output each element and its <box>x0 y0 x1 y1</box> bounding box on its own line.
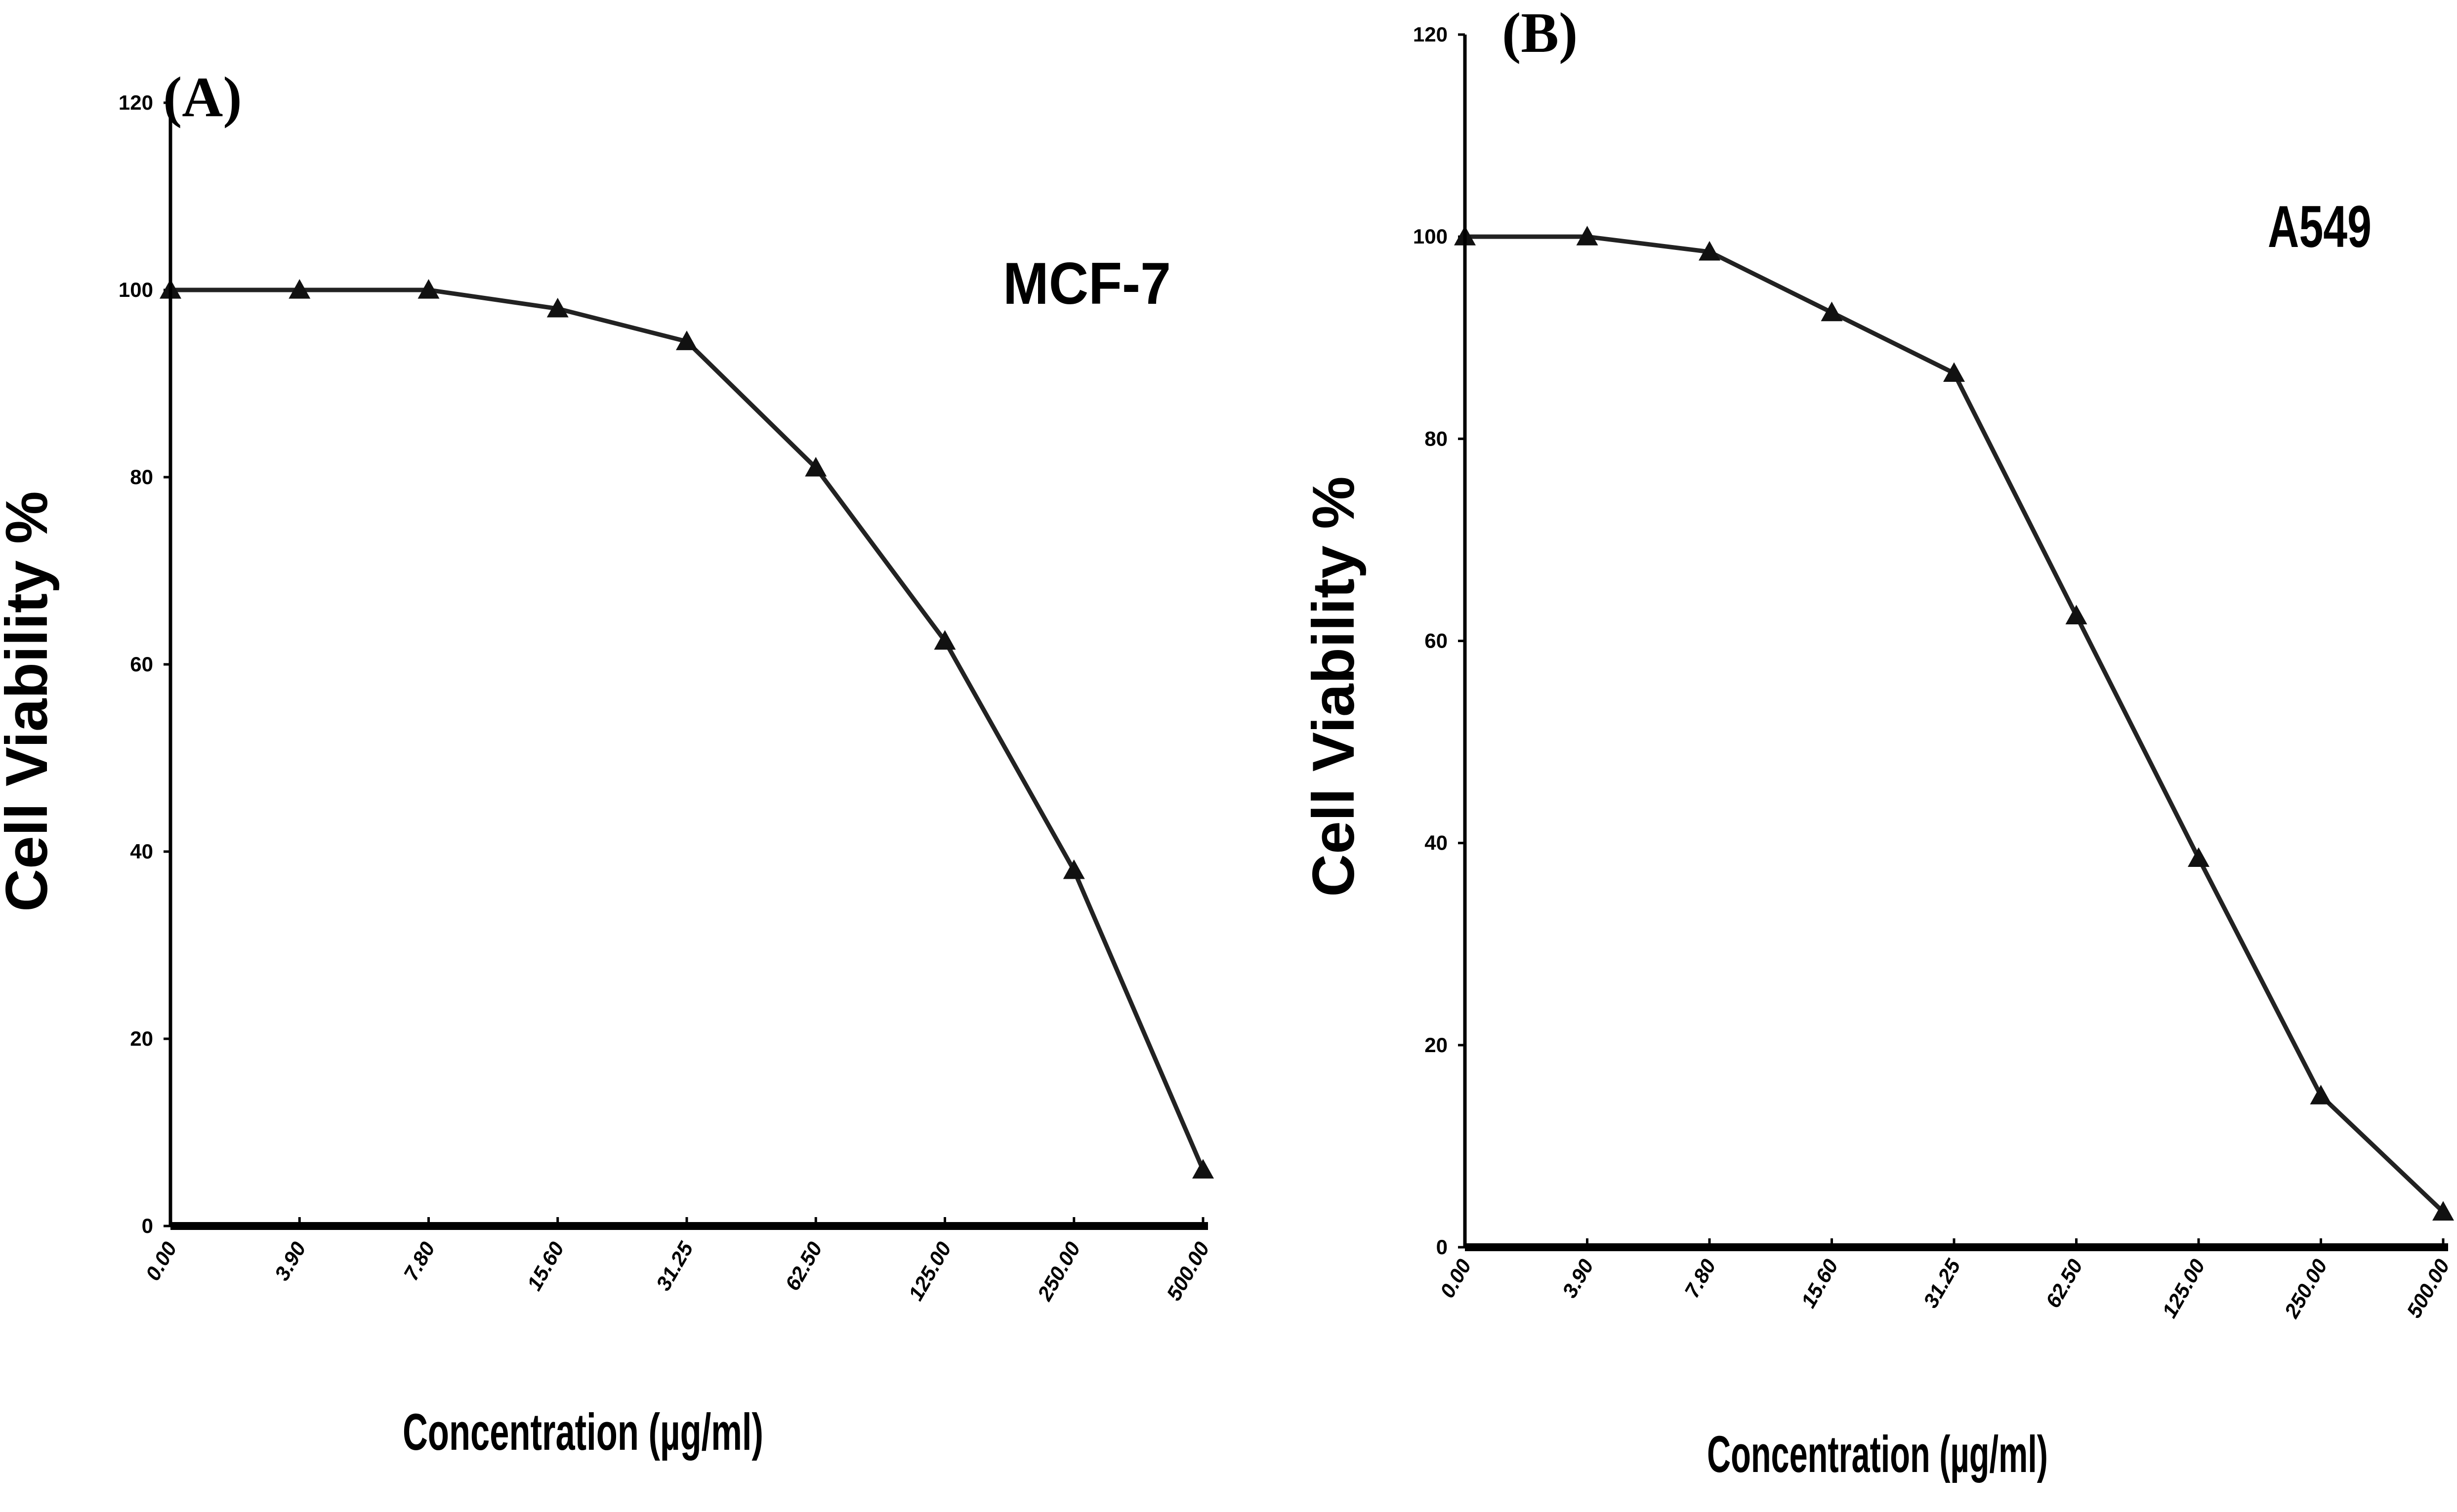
chart-panel-a: (A) MCF-7 Cell Viability % Concentration… <box>0 66 1214 1461</box>
panel-b-y-tick-label: 60 <box>1424 629 1448 653</box>
panel-b-series <box>1454 226 2454 1221</box>
panel-a-y-tick-label: 20 <box>130 1027 153 1050</box>
panel-a-data-point <box>805 457 827 477</box>
panel-b-y-tick-label: 20 <box>1424 1033 1448 1057</box>
panel-a-data-point <box>676 330 698 350</box>
panel-b-data-point <box>1943 362 1965 382</box>
panel-b-data-point <box>2432 1201 2454 1221</box>
panel-b-data-point <box>1699 241 1720 261</box>
panel-b-x-axis-title: Concentration (µg/ml) <box>1707 1426 2048 1483</box>
panel-b-y-tick-label: 40 <box>1424 831 1448 855</box>
panel-a-y-axis-title: Cell Viability % <box>0 491 60 911</box>
panel-b-y-axis-title: Cell Viability % <box>1300 476 1367 897</box>
panel-a-data-point <box>417 279 440 299</box>
panel-b-data-point <box>2188 847 2209 867</box>
panel-a-y-tick-label: 40 <box>130 840 153 863</box>
panel-b-y-tick-label: 0 <box>1436 1235 1448 1259</box>
panel-a-data-point <box>1192 1159 1214 1179</box>
panel-a-y-tick-label: 80 <box>130 465 153 489</box>
panel-a-y-tick-label: 0 <box>142 1214 153 1237</box>
panel-a-data-point <box>289 279 311 299</box>
panel-a-x-axis-title: Concentration (µg/ml) <box>403 1403 763 1461</box>
panel-a-y-tick-label: 100 <box>119 278 153 301</box>
panel-b-data-point <box>1576 226 1598 245</box>
panel-b-annotation: A549 <box>2268 194 2372 260</box>
panel-a-annotation: MCF-7 <box>1003 250 1171 317</box>
panel-b-y-tick-label: 120 <box>1413 23 1448 46</box>
chart-panel-b: (B) A549 Cell Viability % Concentration … <box>1300 1 2454 1483</box>
panel-b-data-point <box>2065 605 2087 624</box>
panel-b-y-tick-label: 80 <box>1424 427 1448 450</box>
panel-b-y-ticks: 0 20 40 60 80 100 120 <box>1413 23 1465 1259</box>
panel-a-data-point <box>1063 859 1085 879</box>
panel-a-y-tick-label: 60 <box>130 653 153 676</box>
panel-a-series <box>160 279 1214 1179</box>
panel-b-label: (B) <box>1502 1 1578 64</box>
panel-b-y-tick-label: 100 <box>1413 225 1448 248</box>
panel-b-data-point <box>2310 1085 2332 1104</box>
panel-a-y-ticks: 0 20 40 60 80 100 120 <box>119 91 170 1237</box>
panel-b-data-point <box>1821 301 1843 322</box>
panel-a-data-point <box>546 297 569 318</box>
panel-a-data-point <box>934 630 956 650</box>
panel-a-label: (A) <box>163 66 242 128</box>
panel-a-y-tick-label: 120 <box>119 91 153 114</box>
panel-a-x-ticks: 0.00 3.90 7.80 15.60 31.25 62.50 125.00 250.00 5… <box>141 1217 1214 1305</box>
